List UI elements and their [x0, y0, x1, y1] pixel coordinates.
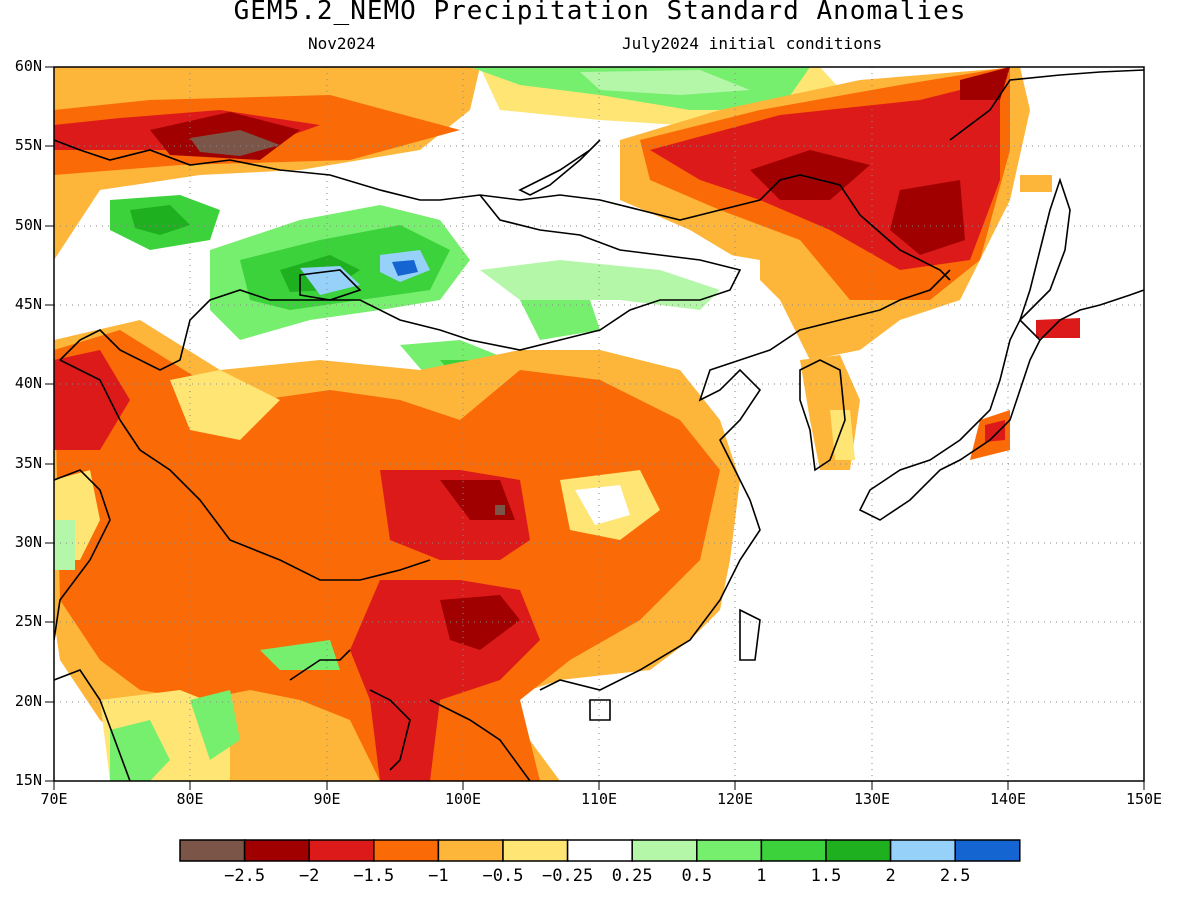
colorbar-label: −2: [298, 866, 320, 886]
colorbar-swatch: [373, 839, 440, 862]
colorbar-swatch: [502, 839, 569, 862]
colorbar-swatch: [696, 839, 763, 862]
colorbar-label: −1: [428, 866, 449, 886]
colorbar-swatch: [954, 839, 1021, 862]
lon-label: 120E: [716, 790, 754, 808]
coastlines-and-borders: [54, 69, 1144, 781]
colorbar-swatch: [889, 839, 956, 862]
colorbar-label: 0.5: [681, 866, 713, 886]
forecast-month: Nov2024: [308, 34, 376, 53]
colorbar: [179, 839, 1021, 862]
map-title: GEM5.2_NEMO Precipitation Standard Anoma…: [233, 0, 967, 26]
lat-label: 40N: [14, 374, 42, 392]
colorbar-label: 2: [885, 866, 896, 886]
lat-label: 35N: [14, 454, 42, 472]
colorbar-swatch: [437, 839, 504, 862]
colorbar-label: 0.25: [611, 866, 653, 886]
colorbar-swatch: [179, 839, 246, 862]
lat-label: 30N: [14, 533, 42, 551]
lat-label: 25N: [14, 612, 42, 630]
colorbar-label: 1: [756, 866, 767, 886]
colorbar-label: −0.25: [542, 866, 594, 886]
lat-label: 45N: [14, 295, 42, 313]
lat-label: 60N: [14, 57, 42, 75]
colorbar-swatch: [243, 839, 310, 862]
lat-label: 15N: [14, 771, 42, 789]
colorbar-swatch: [631, 839, 698, 862]
lon-label: 110E: [580, 790, 618, 808]
anomaly-field: [54, 67, 1144, 781]
lon-label: 140E: [989, 790, 1027, 808]
axis-ticks: [45, 66, 1145, 790]
colorbar-swatch: [308, 839, 375, 862]
lon-label: 100E: [444, 790, 482, 808]
colorbar-label: 1.5: [810, 866, 842, 886]
lat-label: 20N: [14, 692, 42, 710]
colorbar-label: −0.5: [482, 866, 524, 886]
colorbar-label: −2.5: [224, 866, 266, 886]
colorbar-swatch: [760, 839, 827, 862]
colorbar-label: −1.5: [353, 866, 395, 886]
initial-conditions: July2024 initial conditions: [622, 34, 883, 53]
colorbar-label: 2.5: [939, 866, 971, 886]
lon-label: 150E: [1125, 790, 1163, 808]
lat-lon-grid: [54, 67, 1144, 781]
colorbar-swatch: [825, 839, 892, 862]
lat-label: 55N: [14, 136, 42, 154]
lon-label: 90E: [313, 790, 341, 808]
lat-label: 50N: [14, 216, 42, 234]
lon-label: 130E: [853, 790, 891, 808]
lon-label: 70E: [40, 790, 68, 808]
lon-label: 80E: [176, 790, 204, 808]
colorbar-swatch: [566, 839, 633, 862]
